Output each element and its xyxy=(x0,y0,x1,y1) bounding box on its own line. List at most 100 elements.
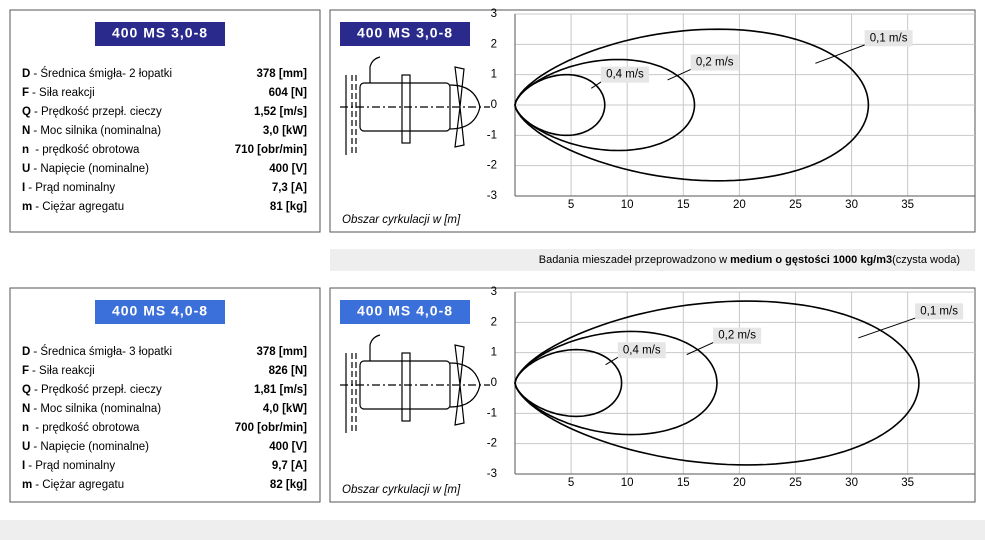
spec-key: n xyxy=(22,422,29,434)
spec-value: 4,0 [kW] xyxy=(263,403,307,415)
spec-label: - Moc silnika (nominalna) xyxy=(33,403,161,415)
y-tick-label: 0 xyxy=(491,377,497,389)
spec-label: - prędkość obrotowa xyxy=(32,422,140,434)
spec-row: F- Siła reakcji xyxy=(22,365,95,377)
spec-key: F xyxy=(22,87,29,99)
spec-label: - Moc silnika (nominalna) xyxy=(33,125,161,137)
spec-value: 1,52 [m/s] xyxy=(254,106,307,118)
spec-key: N xyxy=(22,403,30,415)
spec-row: N- Moc silnika (nominalna) xyxy=(22,403,161,415)
x-tick-label: 20 xyxy=(733,199,746,211)
chart-badge xyxy=(340,300,470,324)
product-title: 400 MS 3,0-8 xyxy=(112,25,208,41)
spec-row: I- Prąd nominalny xyxy=(22,460,115,472)
x-tick-label: 5 xyxy=(568,477,574,489)
spec-value: 400 [V] xyxy=(269,441,307,453)
y-tick-label: 1 xyxy=(491,347,497,359)
spec-label: - Średnica śmigła- 3 łopatki xyxy=(33,345,172,358)
spec-row: F- Siła reakcji xyxy=(22,87,95,99)
spec-label: - Siła reakcji xyxy=(32,365,95,377)
spec-key: n xyxy=(22,144,29,156)
spec-value: 700 [obr/min] xyxy=(235,422,307,434)
footer-bar xyxy=(0,520,985,540)
title-badge xyxy=(95,22,225,46)
y-tick-label: 0 xyxy=(491,99,497,111)
x-tick-label: 30 xyxy=(845,199,858,211)
circulation-curve xyxy=(514,330,718,436)
curve-label-bg xyxy=(617,342,666,359)
x-tick-label: 5 xyxy=(568,199,574,211)
curve-label-bg xyxy=(713,327,762,344)
spec-key: m xyxy=(22,479,32,491)
pump-bracket xyxy=(401,74,411,144)
spec-value: 3,0 [kW] xyxy=(263,125,307,137)
spec-label: - Prąd nominalny xyxy=(28,182,115,194)
chart-badge xyxy=(340,22,470,46)
spec-key: I xyxy=(22,182,25,194)
circulation-curve xyxy=(514,348,623,418)
spec-key: U xyxy=(22,441,30,453)
spec-value: 826 [N] xyxy=(269,365,308,377)
pump-drawing xyxy=(340,334,490,433)
x-tick-label: 20 xyxy=(733,477,746,489)
pump-blade xyxy=(454,66,465,148)
label-leader xyxy=(686,341,716,356)
spec-key: D xyxy=(22,346,30,358)
label-leader xyxy=(667,68,693,81)
title-badge xyxy=(95,300,225,324)
spec-key: D xyxy=(22,68,30,80)
spec-label: - Napięcie (nominalne) xyxy=(33,441,149,453)
y-tick-label: 2 xyxy=(491,38,497,50)
spec-row: m- Ciężar agregatu xyxy=(22,479,124,491)
pump-cone xyxy=(449,362,481,408)
pump-motor xyxy=(359,82,451,132)
spec-row: Q- Prędkość przepł. cieczy xyxy=(22,106,162,118)
y-tick-label: 1 xyxy=(491,69,497,81)
chart-title: 400 MS 3,0-8 xyxy=(357,25,453,41)
spec-key: Q xyxy=(22,384,31,396)
spec-label: - Średnica śmigła- 2 łopatki xyxy=(33,67,172,80)
y-tick-label: 2 xyxy=(491,316,497,328)
spec-key: N xyxy=(22,125,30,137)
spec-box xyxy=(9,9,321,233)
circulation-curve xyxy=(514,58,696,152)
note-bold: medium o gęstości 1000 kg/m3 xyxy=(730,254,892,266)
spec-label: - Siła reakcji xyxy=(32,87,95,99)
spec-key: I xyxy=(22,460,25,472)
label-leader xyxy=(858,316,918,339)
curve-label: 0,2 m/s xyxy=(718,330,756,342)
spec-row: I- Prąd nominalny xyxy=(22,182,115,194)
x-tick-label: 15 xyxy=(677,477,690,489)
x-axis-label: Obszar cyrkulacji w [m] xyxy=(342,484,461,496)
spec-row: m- Ciężar agregatu xyxy=(22,201,124,213)
curve-label-bg xyxy=(600,66,649,83)
circulation-curve xyxy=(514,28,870,182)
y-tick-label: -1 xyxy=(487,129,497,141)
spec-box xyxy=(9,287,321,503)
spec-row: Q- Prędkość przepł. cieczy xyxy=(22,384,162,396)
curve-label: 0,2 m/s xyxy=(696,57,734,69)
spec-row: D- Średnica śmigła- 3 łopatki xyxy=(22,345,172,358)
curve-label-bg xyxy=(864,30,913,47)
label-leader xyxy=(605,355,621,366)
circulation-curve xyxy=(514,73,606,137)
spec-label: - Prędkość przepł. cieczy xyxy=(34,384,162,396)
y-tick-label: -3 xyxy=(487,190,497,202)
spec-value: 378 [mm] xyxy=(257,68,308,80)
label-leader xyxy=(815,43,867,64)
curve-label: 0,1 m/s xyxy=(870,32,908,44)
curve-label: 0,4 m/s xyxy=(606,69,644,81)
spec-value: 82 [kg] xyxy=(270,479,307,491)
y-tick-label: 3 xyxy=(491,286,497,298)
spec-label: - prędkość obrotowa xyxy=(32,144,140,156)
spec-label: - Napięcie (nominalne) xyxy=(33,163,149,175)
y-tick-label: -2 xyxy=(487,438,497,450)
note: Badania mieszadeł przeprowadzono w mediu… xyxy=(539,254,960,266)
x-tick-label: 15 xyxy=(677,199,690,211)
x-tick-label: 35 xyxy=(901,199,914,211)
spec-value: 604 [N] xyxy=(269,87,308,99)
pump-cable xyxy=(369,334,381,361)
spec-key: Q xyxy=(22,106,31,118)
pump-blade xyxy=(454,344,465,426)
note-text: Badania mieszadeł przeprowadzono w xyxy=(539,254,730,266)
